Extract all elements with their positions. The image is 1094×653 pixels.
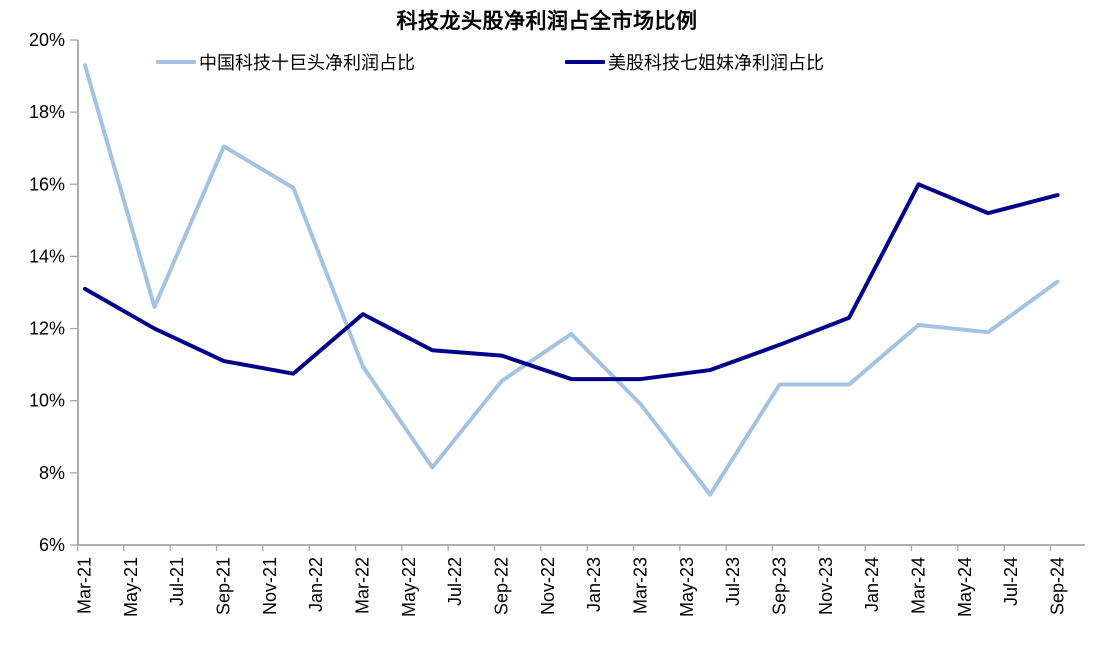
y-axis-label: 6%	[39, 535, 65, 555]
x-axis-label: Nov-21	[260, 557, 280, 615]
x-axis-label: Mar-22	[353, 557, 373, 614]
x-axis-label: Jul-23	[723, 557, 743, 606]
y-axis-label: 16%	[29, 174, 65, 194]
x-axis-label: May-21	[121, 557, 141, 617]
chart-legend: 中国科技十巨头净利润占比 美股科技七姐妹净利润占比	[156, 49, 824, 75]
x-axis-label: Sep-22	[492, 557, 512, 615]
x-axis-label: May-24	[955, 557, 975, 617]
x-axis-label: May-23	[677, 557, 697, 617]
x-axis-label: Mar-21	[75, 557, 95, 614]
legend-line-swatch-china	[156, 60, 196, 64]
x-axis-label: Sep-23	[770, 557, 790, 615]
x-axis-label: Jul-24	[1001, 557, 1021, 606]
chart-title: 科技龙头股净利润占全市场比例	[396, 10, 698, 33]
y-axis-label: 8%	[39, 463, 65, 483]
y-axis-label: 10%	[29, 391, 65, 411]
legend-entry-china: 中国科技十巨头净利润占比	[156, 49, 415, 75]
y-axis-label: 20%	[29, 30, 65, 50]
y-axis-label: 18%	[29, 102, 65, 122]
x-axis-label: Nov-22	[538, 557, 558, 615]
x-axis-label: Jan-22	[306, 557, 326, 612]
legend-entry-us: 美股科技七姐妹净利润占比	[565, 49, 824, 75]
series-line-us	[83, 182, 1060, 382]
x-axis-label: Sep-24	[1048, 557, 1068, 615]
x-axis-label: Mar-24	[909, 557, 929, 614]
x-axis-label: Nov-23	[816, 557, 836, 615]
x-axis-label: Sep-21	[214, 557, 234, 615]
x-axis-label: Jul-22	[445, 557, 465, 606]
legend-line-swatch-us	[565, 60, 605, 64]
series-line-china	[83, 63, 1060, 497]
y-axis-label: 12%	[29, 319, 65, 339]
legend-label-china: 中国科技十巨头净利润占比	[199, 53, 415, 73]
legend-label-us: 美股科技七姐妹净利润占比	[608, 53, 824, 73]
x-axis-label: May-22	[399, 557, 419, 617]
x-axis-label: Jul-21	[167, 557, 187, 606]
x-axis-label: Mar-23	[631, 557, 651, 614]
x-axis-label: Jan-24	[862, 557, 882, 612]
x-axis-label: Jan-23	[584, 557, 604, 612]
y-axis-label: 14%	[29, 246, 65, 266]
